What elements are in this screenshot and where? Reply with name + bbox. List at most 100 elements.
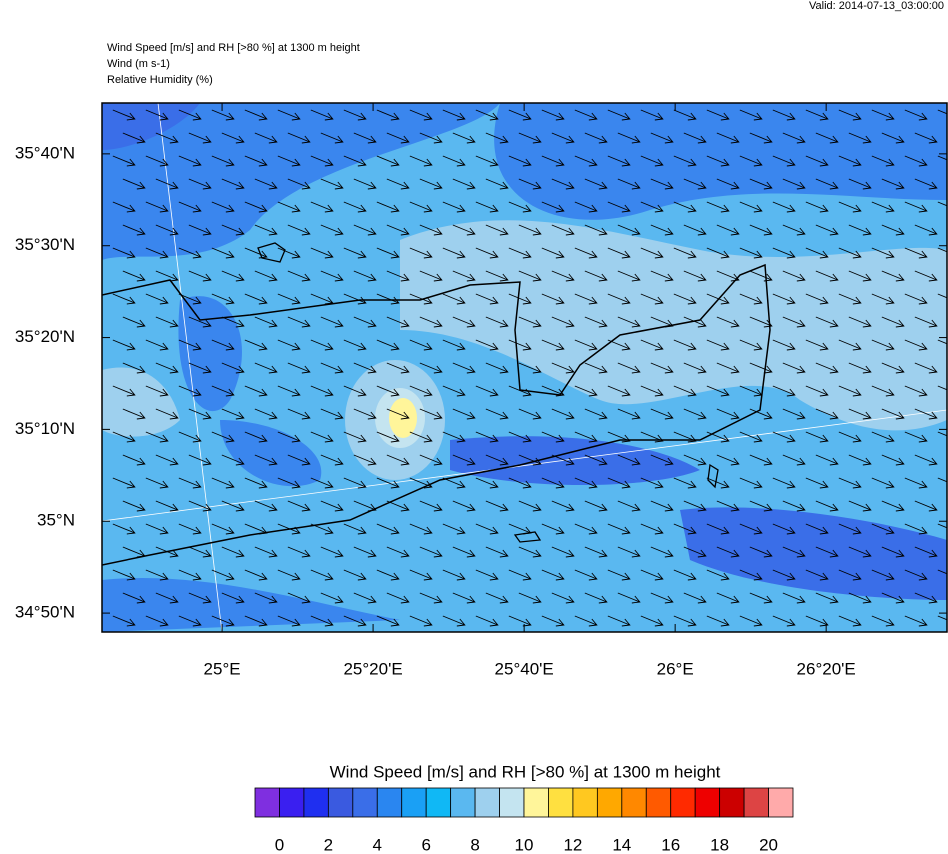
- wind-arrow: [607, 431, 631, 443]
- wind-arrow: [815, 132, 839, 144]
- wind-arrow: [475, 155, 499, 167]
- wind-arrow: [485, 178, 509, 190]
- wind-arrow: [904, 155, 928, 167]
- wind-arrow: [815, 408, 839, 420]
- wind-arrow: [541, 293, 565, 305]
- wind-arrow: [409, 523, 433, 535]
- wind-arrow: [617, 454, 641, 466]
- wind-arrow: [904, 339, 928, 351]
- wind-arrow: [244, 201, 268, 213]
- colorbar: 0 2 4 6 8 10 12 14 16 18 20: [254, 787, 794, 854]
- wind-arrow: [320, 500, 344, 512]
- wind-arrow: [541, 477, 565, 489]
- wind-arrow: [848, 592, 872, 604]
- wind-arrow: [937, 385, 947, 391]
- wind-arrow: [782, 224, 806, 236]
- wind-arrow: [673, 385, 697, 397]
- wind-arrow: [188, 362, 212, 374]
- wind-arrow: [706, 385, 730, 397]
- wind-arrow: [409, 247, 433, 259]
- wind-arrow: [485, 362, 509, 374]
- wind-arrow: [343, 109, 367, 121]
- wind-arrow: [650, 178, 674, 190]
- wind-arrow: [221, 546, 245, 558]
- wind-arrow: [838, 339, 862, 351]
- wind-arrow: [937, 569, 947, 575]
- wind-arrow: [772, 247, 796, 259]
- wind-arrow: [419, 592, 443, 604]
- wind-arrow: [904, 615, 928, 627]
- wind-arrow: [739, 477, 763, 489]
- wind-arrow: [915, 639, 937, 649]
- wind-arrow: [541, 615, 565, 627]
- wind-arrow: [815, 224, 839, 236]
- wind-arrow: [353, 454, 377, 466]
- wind-arrow: [673, 293, 697, 305]
- wind-arrow: [386, 270, 410, 282]
- wind-arrow: [310, 293, 334, 305]
- wind-arrow: [112, 247, 136, 259]
- wind-arrow: [122, 224, 146, 236]
- wind-arrow: [122, 546, 146, 558]
- wind-arrow: [188, 500, 212, 512]
- wind-arrow: [122, 316, 146, 328]
- colorbar-box: [768, 787, 794, 818]
- wind-arrow: [551, 546, 575, 558]
- wind-arrow: [904, 247, 928, 259]
- wind-arrow: [485, 408, 509, 420]
- y-tick-label: 35°10'N: [15, 419, 75, 438]
- colorbar-label: 20: [759, 835, 778, 854]
- wind-arrow: [848, 408, 872, 420]
- wind-arrow: [914, 592, 938, 604]
- wind-arrow: [310, 385, 334, 397]
- y-tick-label: 35°30'N: [15, 235, 75, 254]
- wind-arrow: [310, 339, 334, 351]
- wind-arrow: [805, 201, 829, 213]
- wind-arrow: [683, 408, 707, 420]
- wind-arrow: [574, 431, 598, 443]
- wind-arrow: [881, 362, 905, 374]
- wind-arrow: [343, 569, 367, 581]
- wind-arrow: [518, 500, 542, 512]
- wind-arrow: [937, 155, 947, 161]
- wind-arrow: [508, 385, 532, 397]
- wind-arrow: [684, 639, 706, 649]
- wind-arrow: [772, 201, 796, 213]
- wind-arrow: [376, 615, 400, 627]
- wind-arrow: [805, 109, 829, 121]
- wind-arrow: [310, 109, 334, 121]
- wind-arrow: [518, 592, 542, 604]
- wind-arrow: [221, 454, 245, 466]
- wind-arrow: [244, 339, 268, 351]
- wind-arrow: [343, 431, 367, 443]
- wind-arrow: [419, 362, 443, 374]
- wind-arrow: [871, 477, 895, 489]
- wind-arrow: [782, 316, 806, 328]
- wind-arrow: [343, 247, 367, 259]
- wind-arrow: [178, 569, 202, 581]
- wind-arrow: [310, 155, 334, 167]
- wind-arrow: [145, 109, 169, 121]
- wind-arrow: [782, 500, 806, 512]
- wind-arrow: [541, 385, 565, 397]
- wind-arrow: [386, 500, 410, 512]
- wind-arrow: [320, 592, 344, 604]
- wind-arrow: [122, 270, 146, 282]
- wind-arrow: [617, 362, 641, 374]
- wind-arrow: [287, 592, 311, 604]
- wind-arrow: [683, 362, 707, 374]
- wind-arrow: [816, 639, 838, 649]
- wind-arrow: [914, 362, 938, 374]
- colorbar-box: [327, 787, 354, 818]
- wind-arrow: [310, 615, 334, 627]
- wind-arrow: [584, 132, 608, 144]
- wind-arrow: [871, 523, 895, 535]
- wind-arrow: [475, 477, 499, 489]
- wind-arrow: [716, 270, 740, 282]
- wind-arrow: [122, 592, 146, 604]
- wind-arrow: [244, 477, 268, 489]
- wind-arrow: [881, 454, 905, 466]
- coastline: [102, 263, 771, 566]
- wind-arrow: [409, 339, 433, 351]
- shading: [102, 103, 500, 260]
